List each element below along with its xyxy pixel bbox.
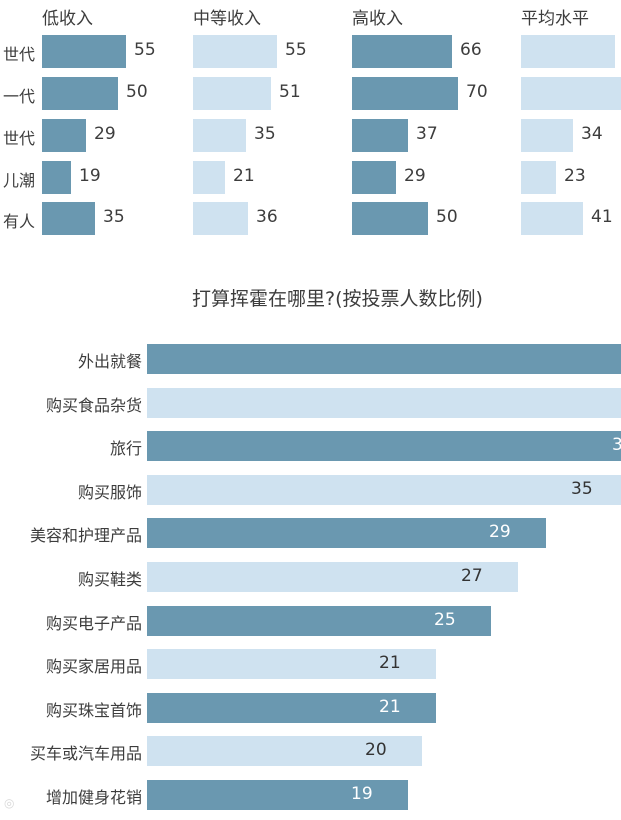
value-label: 55 — [285, 40, 307, 60]
bar — [147, 649, 436, 679]
value-label: 35 — [254, 124, 276, 144]
bar — [147, 388, 621, 418]
bar — [193, 35, 277, 68]
bar — [352, 35, 452, 68]
bar — [42, 202, 95, 235]
bar — [147, 475, 621, 505]
bar — [193, 77, 271, 110]
bar — [147, 780, 408, 810]
bar — [352, 161, 396, 194]
category-label: 购买服饰 — [77, 483, 142, 502]
row-label: 世代 — [2, 129, 35, 148]
bar — [147, 736, 422, 766]
value-label: 41 — [591, 207, 613, 227]
value-label: 19 — [351, 784, 373, 804]
bar — [193, 161, 225, 194]
value-label: 19 — [79, 166, 101, 186]
bar — [147, 693, 436, 723]
value-label: 21 — [233, 166, 255, 186]
bar — [352, 119, 408, 152]
category-label: 外出就餐 — [77, 352, 142, 371]
bar — [147, 606, 491, 636]
category-label: 购买电子产品 — [45, 614, 142, 633]
value-label: 35 — [571, 479, 593, 499]
category-label: 增加健身花销 — [45, 788, 142, 807]
row-label: 一代 — [2, 87, 35, 106]
value-label: 50 — [126, 82, 148, 102]
value-label: 29 — [94, 124, 116, 144]
category-label: 购买珠宝首饰 — [45, 701, 142, 720]
value-label: 21 — [379, 697, 401, 717]
value-label: 27 — [461, 566, 483, 586]
row-label: 儿潮 — [2, 171, 35, 190]
value-label: 3 — [612, 435, 621, 455]
bar — [193, 119, 246, 152]
value-label: 23 — [564, 166, 586, 186]
bar — [147, 518, 546, 548]
category-label: 购买鞋类 — [77, 570, 142, 589]
value-label: 66 — [460, 40, 482, 60]
value-label: 70 — [466, 82, 488, 102]
chart-title: 打算挥霍在哪里?(按投票人数比例) — [192, 288, 483, 310]
value-label: 21 — [379, 653, 401, 673]
column-title: 平均水平 — [521, 9, 589, 29]
bar — [521, 77, 621, 110]
bar — [42, 77, 118, 110]
watermark: ◎ — [4, 796, 15, 810]
value-label: 37 — [416, 124, 438, 144]
column-title: 高收入 — [352, 9, 403, 29]
bar — [147, 344, 621, 374]
value-label: 25 — [434, 610, 456, 630]
category-label: 购买食品杂货 — [45, 396, 142, 415]
bar — [42, 35, 126, 68]
value-label: 50 — [436, 207, 458, 227]
row-label: 有人 — [2, 212, 35, 231]
value-label: 20 — [365, 740, 387, 760]
bar — [521, 161, 556, 194]
category-label: 旅行 — [109, 439, 142, 458]
bar — [352, 202, 428, 235]
value-label: 35 — [103, 207, 125, 227]
category-label: 购买家居用品 — [45, 657, 142, 676]
bar — [352, 77, 458, 110]
category-label: 美容和护理产品 — [29, 526, 142, 545]
bar — [521, 119, 573, 152]
value-label: 36 — [256, 207, 278, 227]
bar — [193, 202, 248, 235]
bar — [147, 431, 621, 461]
value-label: 29 — [489, 522, 511, 542]
value-label: 29 — [404, 166, 426, 186]
category-label: 买车或汽车用品 — [29, 744, 142, 763]
row-label: 世代 — [2, 45, 35, 64]
value-label: 55 — [134, 40, 156, 60]
bar — [42, 119, 86, 152]
value-label: 34 — [581, 124, 603, 144]
column-title: 中等收入 — [193, 9, 261, 29]
bar — [521, 202, 583, 235]
bar — [147, 562, 518, 592]
value-label: 51 — [279, 82, 301, 102]
bar — [521, 35, 615, 68]
column-title: 低收入 — [42, 9, 93, 29]
bar — [42, 161, 71, 194]
